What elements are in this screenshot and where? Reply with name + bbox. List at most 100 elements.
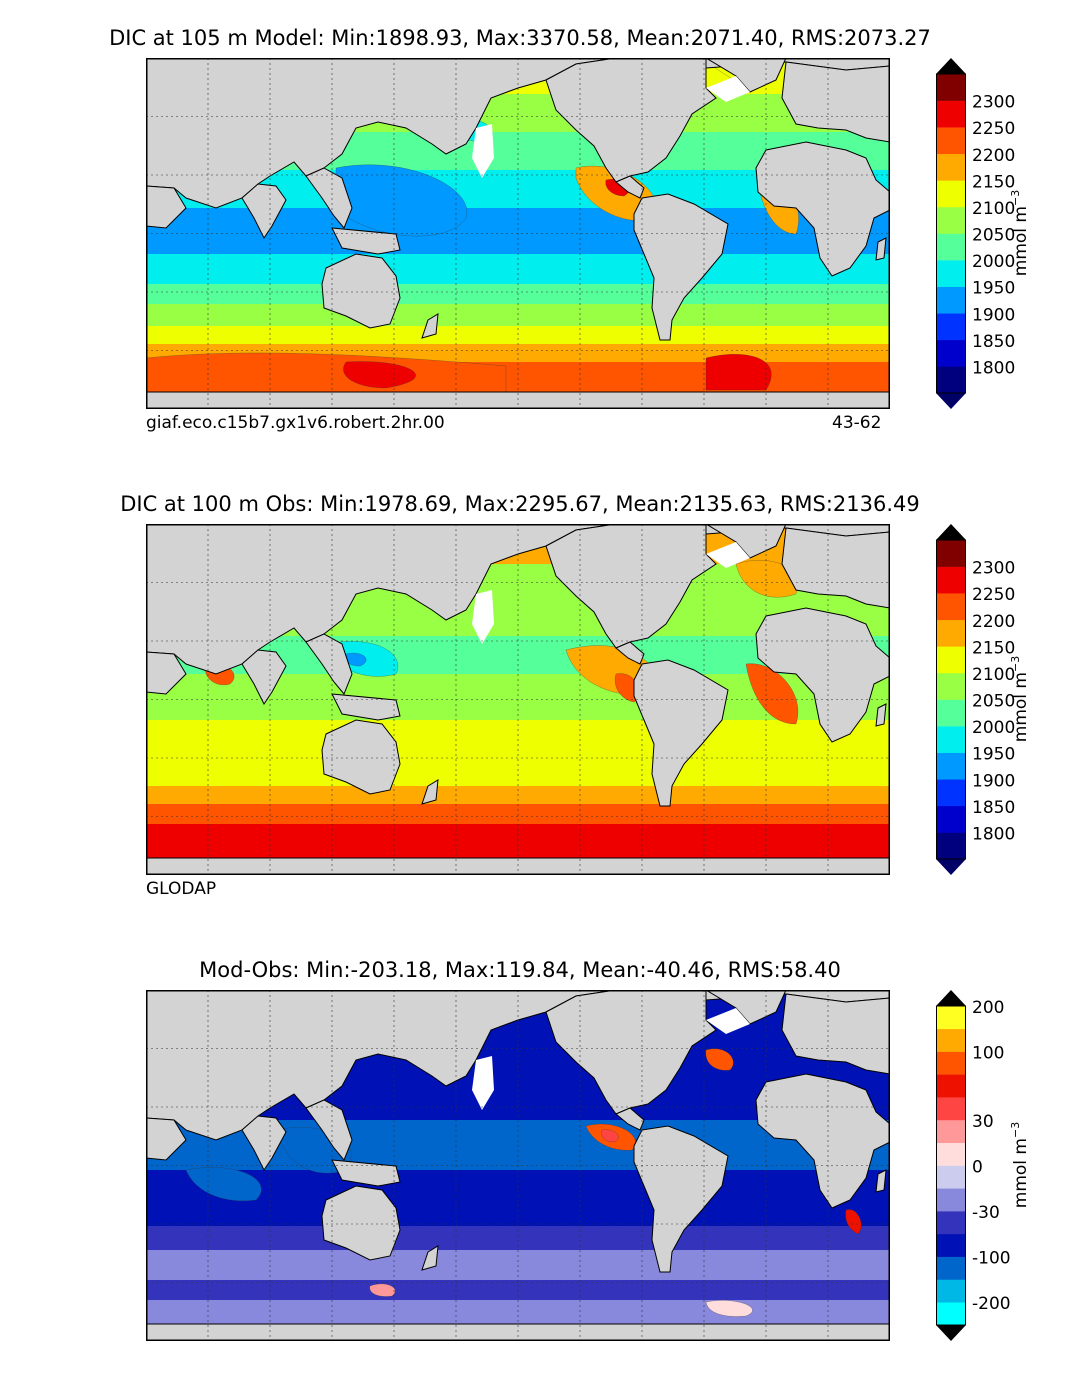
colorbar-frame xyxy=(936,539,966,860)
colorbar-extend-max xyxy=(936,990,966,1006)
units-exponent: −3 xyxy=(1009,189,1023,206)
colorbar-segment xyxy=(936,1188,966,1212)
land-europe xyxy=(781,993,890,1075)
land-islands xyxy=(331,1159,401,1187)
colorbar-tick-label: 1950 xyxy=(972,745,1015,765)
colorbar-segment xyxy=(936,805,966,833)
colorbar-tick-label: 2050 xyxy=(972,692,1015,712)
colorbar-segment xyxy=(936,1006,966,1030)
land-eurasiaLeft xyxy=(146,651,187,695)
diff-colorbar xyxy=(936,990,966,1341)
diff-panel-title: Mod-Obs: Min:-203.18, Max:119.84, Mean:-… xyxy=(199,958,841,982)
contour-region xyxy=(705,1300,753,1317)
colorbar-tick-label: 2300 xyxy=(972,559,1015,579)
colorbar-tick-label: 2200 xyxy=(972,146,1015,166)
obs-colorbar-ticks: 1800 1850 1900 1950 2000 2050 2100 2150 2200 2250… xyxy=(972,559,1015,845)
no-data-region xyxy=(472,124,494,178)
colorbar-segment xyxy=(936,619,966,647)
units-base: mmol m xyxy=(1010,1138,1031,1209)
model-panel-title: DIC at 105 m Model: Min:1898.93, Max:337… xyxy=(109,26,931,50)
colorbar-segment xyxy=(936,646,966,674)
colorbar-segment xyxy=(936,286,966,314)
model-map xyxy=(146,58,890,409)
model-units-label: mmol m−3 xyxy=(1009,190,1031,276)
diff-panel: Mod-Obs: Min:-203.18, Max:119.84, Mean:-… xyxy=(0,932,1087,1398)
land-australia xyxy=(321,719,401,795)
colorbar-segment xyxy=(936,1256,966,1280)
units-exponent: −3 xyxy=(1009,1121,1023,1138)
model-colorbar-ticks: 1800 1850 1900 1950 2000 2050 2100 2150 2200 2250… xyxy=(972,93,1015,379)
colorbar-tick-label: 1900 xyxy=(972,771,1015,791)
obs-colorbar xyxy=(936,524,966,875)
colorbar-tick-label: 2250 xyxy=(972,585,1015,605)
colorbar-extend-min xyxy=(936,859,966,875)
land-australia xyxy=(321,1185,401,1261)
colorbar-segment xyxy=(936,1279,966,1303)
colorbar-tick-label: 200 xyxy=(972,998,1004,1018)
colorbar-segment xyxy=(936,726,966,753)
colorbar-segment xyxy=(936,832,966,860)
land-namerica xyxy=(545,58,717,183)
obs-source-label: GLODAP xyxy=(146,879,217,899)
diff-map xyxy=(146,990,890,1341)
colorbar-tick-label: 2000 xyxy=(972,252,1015,272)
colorbar-segment xyxy=(936,593,966,621)
graticule xyxy=(146,990,890,1341)
contour-region xyxy=(185,1167,262,1202)
land-nz xyxy=(421,779,439,805)
land-seasia xyxy=(305,1099,353,1161)
colorbar-tick-label: -200 xyxy=(972,1294,1011,1314)
contour-region xyxy=(845,1209,862,1235)
no-data-region xyxy=(706,76,750,102)
land-eurasiaLeft xyxy=(146,1117,187,1161)
land-africa xyxy=(755,1073,890,1209)
land-africa xyxy=(755,141,890,277)
colorbar-tick-label: 1800 xyxy=(972,358,1015,378)
colorbar-segment xyxy=(936,74,966,101)
colorbar-segment xyxy=(936,1233,966,1257)
units-exponent: −3 xyxy=(1009,655,1023,672)
land-samerica xyxy=(633,659,729,807)
colorbar-extend-max xyxy=(936,58,966,74)
colorbar-tick-label: -100 xyxy=(972,1249,1011,1269)
colorbar-tick-label: 1800 xyxy=(972,824,1015,844)
diff-units-label: mmol m−3 xyxy=(1009,1122,1031,1208)
model-source-label: giaf.eco.c15b7.gx1v6.robert.2hr.00 xyxy=(146,413,445,433)
land-masses xyxy=(146,524,890,875)
colorbar-tick-label: 0 xyxy=(972,1158,983,1178)
land-nz xyxy=(421,1245,439,1271)
model-colorbar xyxy=(936,58,966,409)
colorbar-segment xyxy=(936,779,966,807)
no-data-region xyxy=(472,590,494,644)
colorbar-segment xyxy=(936,1051,966,1075)
colorbar-segment xyxy=(936,127,966,155)
land-islands xyxy=(331,693,401,721)
land-masses xyxy=(146,58,890,409)
colorbar-tick-label: 1950 xyxy=(972,279,1015,299)
contour-region xyxy=(614,673,640,703)
contour-region xyxy=(705,354,772,391)
contour-region xyxy=(735,560,798,598)
contour-region xyxy=(705,1048,734,1071)
obs-map xyxy=(146,524,890,875)
colorbar-segment xyxy=(936,1211,966,1235)
colorbar-segment xyxy=(936,540,966,567)
colorbar-segment xyxy=(936,1097,966,1121)
land-madagascar xyxy=(875,1169,887,1193)
land-namerica xyxy=(545,990,717,1115)
colorbar-segment xyxy=(936,180,966,208)
colorbar-tick-label: 1850 xyxy=(972,332,1015,352)
colorbar-tick-label: -30 xyxy=(972,1203,1000,1223)
colorbar-tick-label: 2000 xyxy=(972,718,1015,738)
land-india xyxy=(241,649,287,705)
map-frame xyxy=(146,524,890,875)
no-data-region xyxy=(472,1056,494,1110)
colorbar-segment xyxy=(936,1165,966,1189)
land-africa xyxy=(755,607,890,743)
graticule xyxy=(146,524,890,875)
land-madagascar xyxy=(875,237,887,261)
colorbar-segment xyxy=(936,752,966,780)
land-india xyxy=(241,1115,287,1171)
contour-region xyxy=(369,1283,396,1297)
units-base: mmol m xyxy=(1010,672,1031,743)
